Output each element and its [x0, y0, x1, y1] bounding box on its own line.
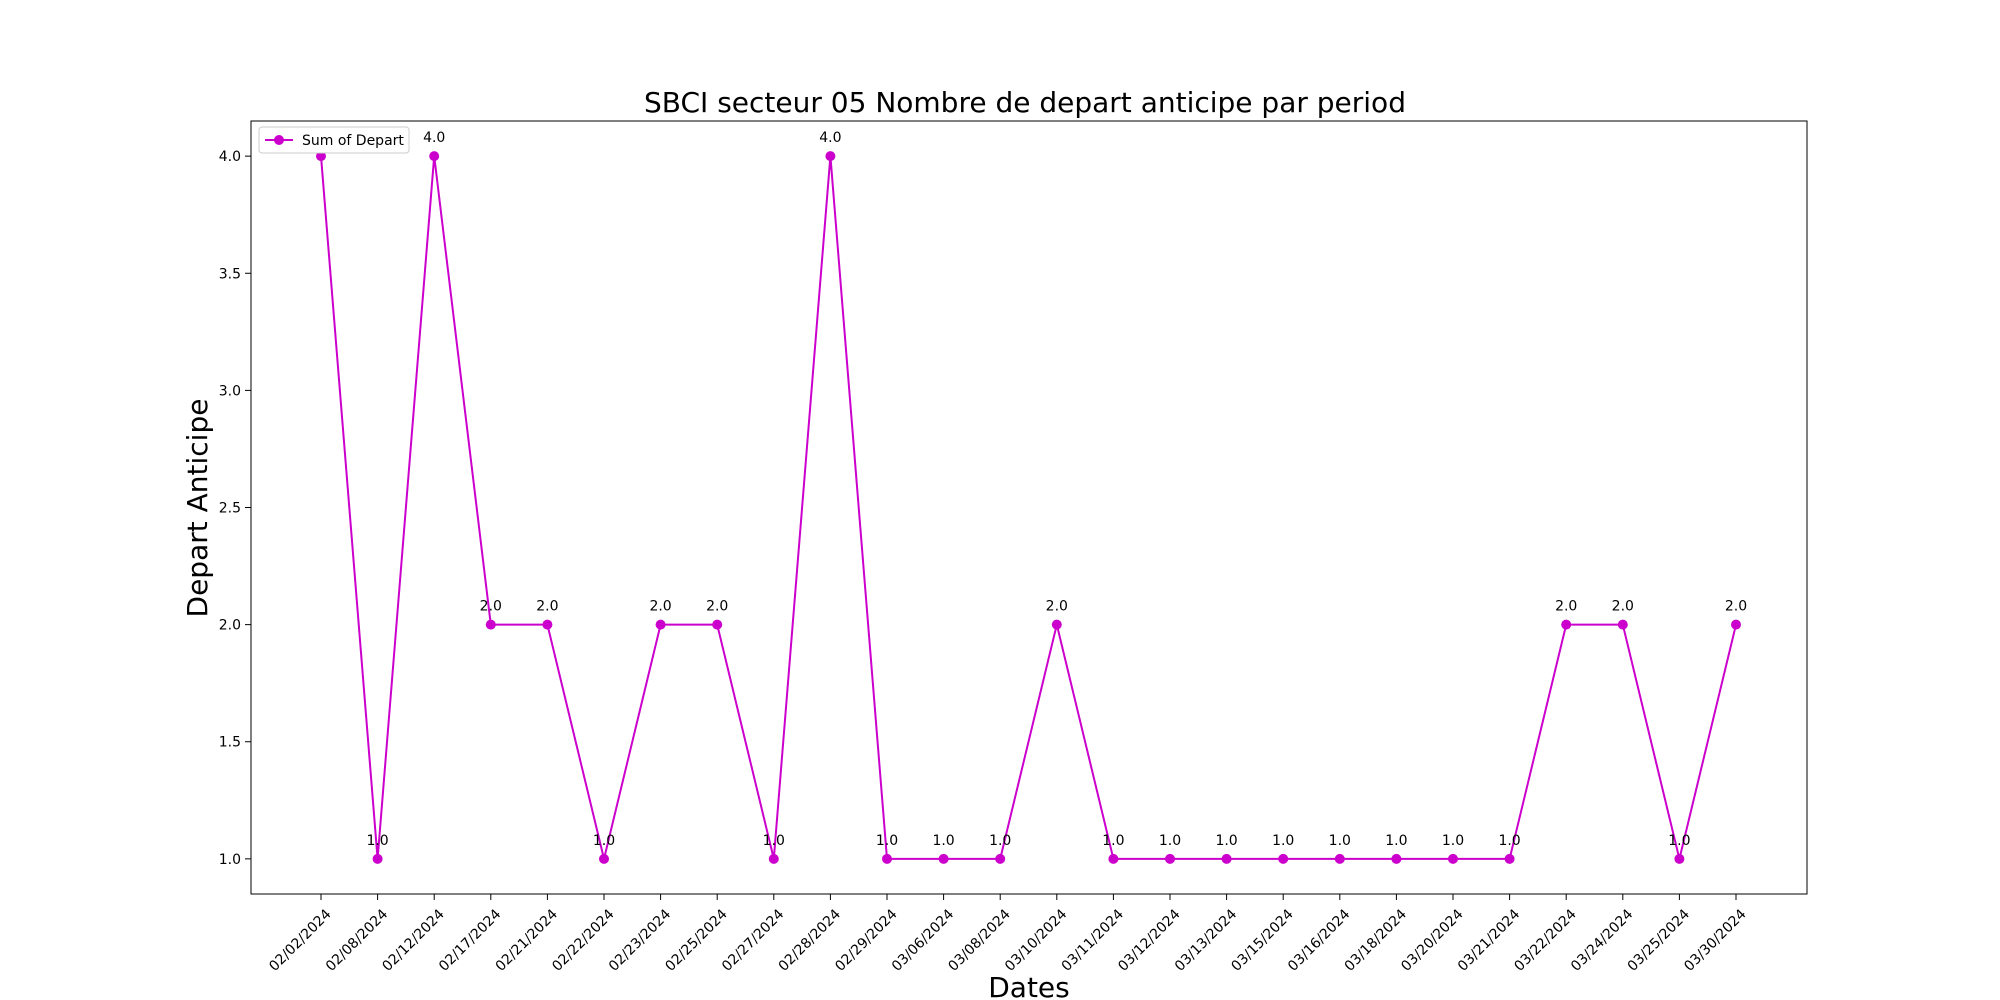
legend-label: Sum of Depart [302, 133, 404, 149]
x-axis: 02/02/202402/08/202402/12/202402/17/2024… [266, 894, 1750, 975]
data-label-21: 1.0 [1498, 833, 1520, 849]
data-point-25 [1731, 619, 1741, 630]
data-point-13 [1051, 619, 1062, 630]
data-point-8 [768, 853, 779, 864]
data-label-11: 1.0 [932, 833, 954, 849]
y-tick-label-4: 3.0 [219, 383, 241, 399]
y-tick-label-5: 3.5 [219, 266, 241, 282]
data-point-10 [882, 853, 892, 864]
series-line-sum-of-depart [320, 156, 1737, 860]
data-label-5: 1.0 [593, 833, 615, 849]
data-point-2 [429, 151, 440, 162]
data-point-20 [1448, 853, 1458, 864]
data-label-10: 1.0 [876, 833, 898, 849]
data-label-9: 4.0 [819, 130, 841, 146]
data-point-9 [825, 151, 836, 162]
data-point-24 [1674, 853, 1685, 864]
data-point-23 [1617, 619, 1628, 630]
data-label-18: 1.0 [1329, 833, 1351, 849]
data-label-13: 2.0 [1046, 599, 1068, 615]
data-point-19 [1391, 853, 1402, 864]
data-label-2: 4.0 [423, 130, 445, 146]
data-point-15 [1165, 853, 1175, 864]
data-label-17: 1.0 [1272, 833, 1294, 849]
data-point-22 [1561, 619, 1572, 630]
data-label-23: 2.0 [1612, 599, 1634, 615]
data-label-16: 1.0 [1215, 833, 1237, 849]
plot-area-frame [250, 120, 1808, 895]
data-point-17 [1278, 853, 1289, 864]
data-label-22: 2.0 [1555, 599, 1577, 615]
data-point-0 [316, 151, 326, 162]
data-label-6: 2.0 [649, 599, 671, 615]
legend-marker-swatch [274, 135, 284, 145]
data-point-6 [655, 619, 666, 630]
data-label-12: 1.0 [989, 833, 1011, 849]
data-point-5 [599, 853, 609, 864]
y-tick-label-1: 1.5 [219, 735, 241, 751]
data-point-11 [938, 853, 949, 864]
data-label-15: 1.0 [1159, 833, 1181, 849]
data-point-16 [1221, 853, 1232, 864]
chart-title: SBCI secteur 05 Nombre de depart anticip… [644, 86, 1406, 119]
data-point-14 [1108, 853, 1119, 864]
data-label-7: 2.0 [706, 599, 728, 615]
data-label-1: 1.0 [366, 833, 388, 849]
data-label-3: 2.0 [480, 599, 502, 615]
data-point-12 [995, 853, 1006, 864]
y-tick-label-0: 1.0 [219, 852, 241, 868]
y-axis: 1.0 1.5 2.0 2.5 3.0 3.5 4.0 [219, 149, 251, 868]
y-axis-label: Depart Anticipe [181, 399, 214, 618]
data-point-21 [1504, 853, 1515, 864]
data-label-4: 2.0 [536, 599, 558, 615]
data-point-1 [372, 853, 383, 864]
data-label-14: 1.0 [1102, 833, 1124, 849]
data-point-18 [1334, 853, 1345, 864]
x-axis-label: Dates [988, 971, 1070, 1000]
y-tick-label-3: 2.5 [219, 501, 241, 517]
data-label-25: 2.0 [1725, 599, 1747, 615]
data-point-4 [542, 619, 553, 630]
data-point-7 [712, 619, 723, 630]
legend-box [258, 126, 410, 154]
y-tick-label-6: 4.0 [219, 149, 241, 165]
data-label-8: 1.0 [763, 833, 785, 849]
data-label-19: 1.0 [1385, 833, 1407, 849]
series-points [316, 151, 1741, 864]
data-label-20: 1.0 [1442, 833, 1464, 849]
data-point-3 [485, 619, 496, 630]
y-tick-label-2: 2.0 [219, 618, 241, 634]
data-labels: 4.01.04.02.02.01.02.02.01.04.01.01.01.02… [310, 130, 1747, 849]
data-label-24: 1.0 [1668, 833, 1690, 849]
legend: Sum of Depart [258, 126, 410, 154]
